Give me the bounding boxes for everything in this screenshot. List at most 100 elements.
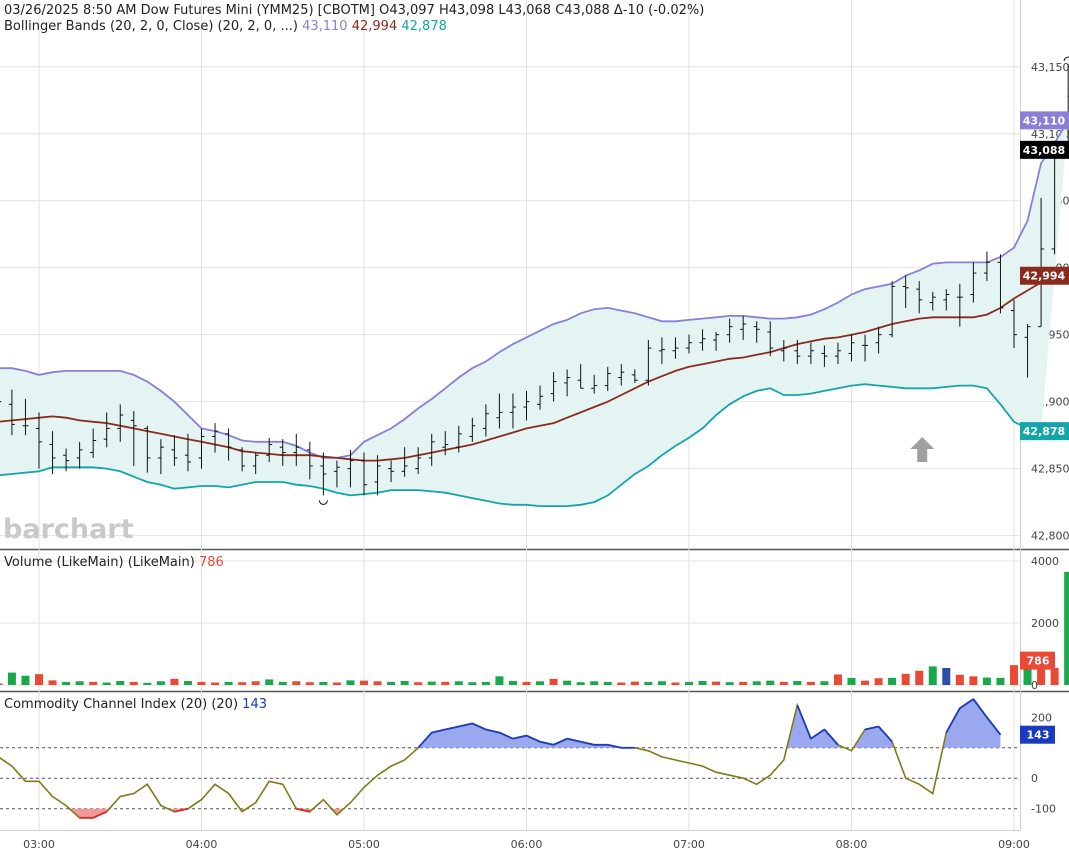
ohlc-bar: [591, 374, 598, 394]
volume-bar: [793, 680, 802, 685]
ohlc-bar: [320, 452, 327, 496]
bb-mid-badge-bg: [1020, 266, 1069, 285]
ohlc-bar: [212, 423, 219, 453]
ohlc-bar: [645, 340, 652, 386]
ohlc-bar: [740, 315, 747, 341]
volume-bar: [576, 682, 585, 685]
ohlc-bar: [455, 425, 462, 453]
volume-bar: [1010, 665, 1018, 685]
volume-bar: [996, 677, 1005, 685]
volume-tick-label: 2000: [1031, 617, 1059, 630]
ohlc-bar: [401, 447, 408, 477]
cci-line-overbought: [458, 722, 473, 728]
volume-bar: [481, 681, 490, 685]
ohlc-bar: [767, 321, 774, 357]
volume-bar: [346, 680, 355, 685]
cci-line-overbought: [499, 731, 514, 740]
ohlc-bar: [333, 460, 340, 488]
volume-bar: [644, 681, 653, 685]
volume-bar: [305, 682, 314, 685]
cci-line-overbought: [485, 728, 500, 734]
time-tick-label: 04:00: [186, 838, 218, 851]
bb-lower-badge: 42,878: [1023, 425, 1065, 438]
volume-bar: [143, 682, 152, 685]
volume-bar: [197, 681, 206, 685]
volume-bar: [360, 680, 368, 685]
cci-line-overbought: [445, 725, 459, 731]
ohlc-bar: [49, 431, 56, 474]
cci-line-overbought: [580, 740, 595, 746]
volume-bar: [1037, 659, 1046, 685]
volume-bar: [211, 682, 220, 685]
ohlc-bar: [36, 412, 42, 469]
volume-bar: [35, 674, 43, 685]
volume-bar: [549, 678, 558, 685]
ohlc-bar: [604, 366, 611, 391]
volume-bar: [468, 682, 477, 685]
volume-bar: [982, 677, 991, 685]
volume-bar: [332, 682, 341, 685]
ohlc-bar: [63, 448, 70, 472]
ohlc-bar: [834, 342, 841, 365]
cci-line-overbought: [823, 728, 839, 746]
ohlc-bar: [672, 337, 679, 359]
cci-line-overbought: [972, 698, 988, 718]
volume-bar: [752, 681, 761, 685]
volume-bar: [292, 681, 301, 685]
cci-line-oversold: [296, 807, 311, 813]
bb-label: Bollinger Bands (20, 2, 0, Close) (20, 2…: [4, 19, 298, 34]
cci-line-overbought: [607, 743, 622, 749]
cci-line-overbought: [796, 704, 812, 740]
volume-bar: [861, 680, 870, 685]
cci-line-overbought: [431, 728, 446, 734]
volume-bar: [265, 679, 274, 685]
volume-bar: [590, 681, 599, 685]
cci-line-overbought: [471, 722, 487, 731]
cci-line-overbought: [810, 728, 825, 740]
ohlc-bar: [293, 433, 300, 466]
volume-bar: [495, 676, 504, 685]
volume-bar: [739, 681, 748, 685]
bb-upper-badge-bg: [1020, 111, 1069, 130]
cci-oversold-fill: [69, 808, 344, 818]
volume-bar: [712, 681, 721, 685]
volume-bar: [89, 681, 98, 685]
volume-legend: Volume (LikeMain) (LikeMain) 786: [4, 555, 224, 570]
session-low-marker: [318, 500, 328, 505]
volume-bar: [955, 674, 964, 685]
cci-line-overbought: [526, 734, 541, 743]
volume-bar: [1064, 571, 1069, 685]
cci-line-overbought: [512, 734, 527, 740]
ohlc-bar: [388, 460, 395, 483]
ohlc-bar: [821, 345, 828, 367]
bb-upper-badge: 43,110: [1023, 114, 1066, 127]
ohlc-bar: [889, 281, 896, 338]
ohlc-bar: [807, 342, 814, 365]
volume-bar: [685, 681, 693, 685]
volume-bar: [183, 680, 192, 685]
ohlc-bar: [523, 390, 530, 421]
bb-lower-value: 42,878: [401, 19, 447, 34]
ohlc-bar: [90, 428, 97, 458]
ohlc-bar: [1011, 299, 1017, 349]
volume-bar: [373, 681, 382, 685]
ohlc-bar: [347, 449, 354, 488]
volume-bar: [251, 681, 260, 685]
volume-bar: [400, 680, 409, 685]
volume-bar: [901, 673, 910, 685]
volume-bar: [603, 681, 612, 685]
volume-bar: [671, 682, 680, 685]
volume-bar: [820, 681, 829, 685]
volume-bar: [766, 680, 775, 685]
ohlc-bar: [374, 455, 381, 496]
ohlc-bar: [618, 364, 625, 386]
ohlc-bar: [279, 439, 286, 466]
cci-line-overbought: [539, 740, 554, 746]
bb-upper-value: 43,110: [302, 19, 348, 34]
time-tick-label: 09:00: [998, 838, 1030, 851]
price-tick-label: 43,150: [1031, 61, 1069, 74]
volume-bar: [21, 675, 30, 685]
ohlc-bar: [144, 425, 151, 473]
ohlc-bar: [442, 431, 449, 456]
